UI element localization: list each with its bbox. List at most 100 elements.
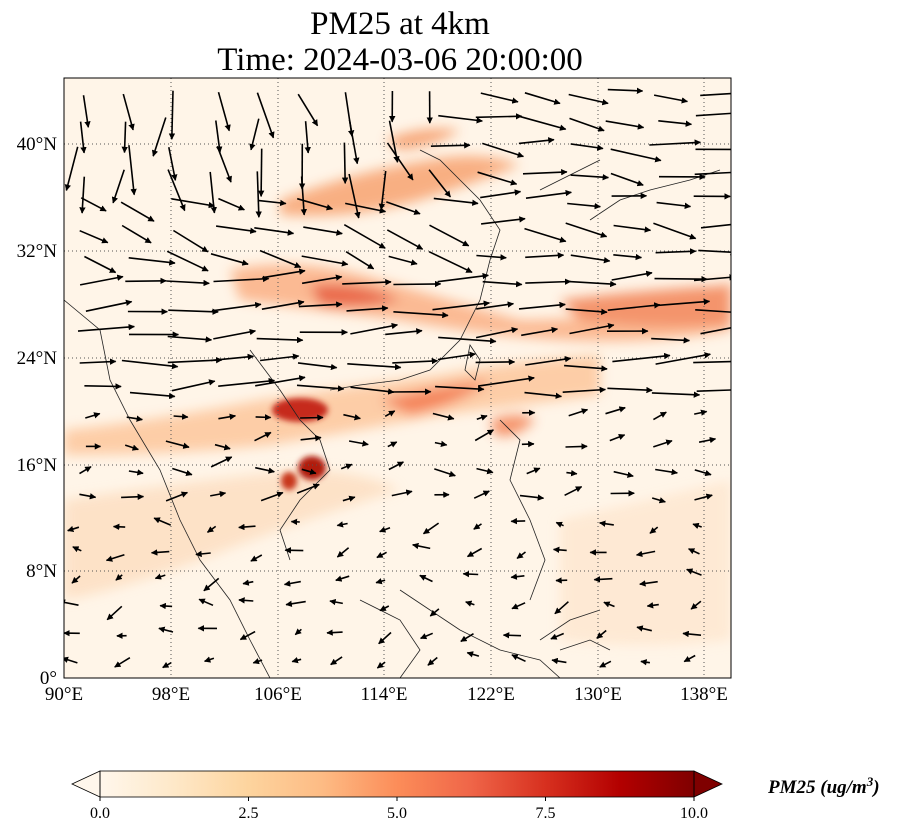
wind-arrow (64, 656, 78, 664)
wind-arrow (393, 311, 449, 319)
wind-arrow (694, 171, 731, 176)
wind-arrow (480, 189, 522, 199)
wind-arrow (79, 466, 92, 475)
lon-tick: 98°E (152, 684, 190, 705)
wind-arrow (694, 469, 712, 477)
wind-arrow (335, 575, 350, 582)
wind-arrow (379, 605, 390, 612)
wind-arrow (256, 92, 275, 139)
wind-arrow (296, 197, 334, 211)
wind-arrow (419, 574, 433, 583)
wind-arrow (210, 456, 233, 468)
lat-tick: 8°N (26, 561, 57, 582)
wind-arrow (162, 661, 172, 669)
lon-ticks: 90°E 98°E 106°E 114°E 122°E 130°E 138°E (45, 684, 728, 705)
wind-arrow (215, 225, 257, 234)
wind-arrow (611, 270, 653, 281)
wind-arrow (128, 257, 176, 266)
wind-arrow (607, 386, 653, 394)
wind-arrow (692, 522, 702, 529)
colorbar-max-extend (693, 770, 723, 798)
wind-arrow (480, 92, 519, 104)
wind-arrow (651, 497, 666, 504)
wind-arrow (475, 327, 519, 339)
wind-arrow (125, 277, 167, 285)
wind-arrow (510, 573, 525, 580)
wind-arrow (84, 255, 117, 274)
wind-arrow (593, 576, 613, 583)
wind-arrow (80, 197, 107, 212)
wind-arrow (475, 113, 523, 120)
wind-arrow (569, 280, 617, 288)
wind-arrow (250, 554, 263, 562)
wind-arrow (516, 551, 526, 560)
wind-arrow (658, 120, 693, 127)
wind-arrow (165, 440, 190, 449)
wind-arrow (255, 414, 272, 421)
wind-arrow (215, 120, 223, 154)
wind-arrow (430, 142, 471, 149)
wind-arrow (64, 146, 79, 192)
wind-arrow (432, 412, 455, 421)
wind-arrow (524, 391, 563, 399)
wind-arrow (378, 631, 392, 645)
wind-arrow (475, 358, 516, 366)
colorbar-tick: 2.5 (239, 805, 259, 822)
wind-arrow (517, 115, 567, 131)
colorbar-label: PM25 (ug/m3) (767, 774, 880, 798)
wind-arrow (285, 600, 306, 607)
wind-arrow (428, 250, 473, 274)
colorbar-min-extend (71, 770, 101, 798)
wind-arrow (695, 112, 731, 117)
wind-arrow (255, 466, 275, 474)
wind-arrow (173, 413, 189, 420)
wind-arrow (341, 142, 349, 184)
wind-arrow (218, 197, 245, 211)
wind-arrow (477, 171, 518, 186)
wind-arrow (603, 601, 615, 608)
wind-arrow (566, 469, 578, 477)
wind-arrow (346, 305, 389, 312)
wind-arrow (376, 551, 387, 559)
wind-arrow (218, 413, 237, 420)
wind-arrow (301, 255, 349, 267)
wind-arrow (482, 142, 525, 158)
wind-arrow (151, 117, 167, 157)
wind-arrow (218, 377, 276, 387)
lat-tick: 24°N (17, 348, 58, 369)
wind-arrow (605, 406, 626, 415)
wind-arrow (502, 632, 522, 639)
wind-arrow (168, 147, 178, 181)
wind-arrow (256, 336, 304, 344)
wind-arrow (172, 229, 209, 253)
lat-ticks: 0° 8°N 16°N 24°N 32°N 40°N (17, 134, 58, 689)
wind-arrow (690, 600, 702, 610)
wind-arrow (388, 461, 404, 471)
wind-arrow (526, 467, 541, 475)
wind-arrow (106, 605, 123, 621)
wind-arrow (259, 249, 302, 268)
wind-arrow (653, 222, 697, 240)
wind-arrow (607, 302, 661, 311)
lon-tick: 138°E (680, 684, 728, 705)
wind-arrow (329, 598, 343, 606)
wind-arrow (524, 92, 561, 105)
wind-arrow (525, 252, 565, 259)
wind-arrow (570, 254, 611, 264)
wind-arrow (607, 87, 644, 94)
lat-tick: 32°N (17, 241, 58, 262)
wind-arrow (336, 547, 350, 558)
wind-arrow (85, 299, 133, 312)
wind-arrow (300, 176, 308, 216)
wind-arrow (649, 526, 659, 534)
wind-arrow (348, 440, 369, 447)
wind-arrow (159, 602, 173, 610)
lon-tick: 130°E (574, 684, 622, 705)
wind-arrow (301, 468, 317, 475)
wind-arrow (298, 301, 343, 308)
wind-arrow (434, 440, 448, 447)
wind-arrow (213, 275, 270, 283)
wind-arrow (171, 379, 216, 392)
wind-arrow (255, 171, 262, 218)
